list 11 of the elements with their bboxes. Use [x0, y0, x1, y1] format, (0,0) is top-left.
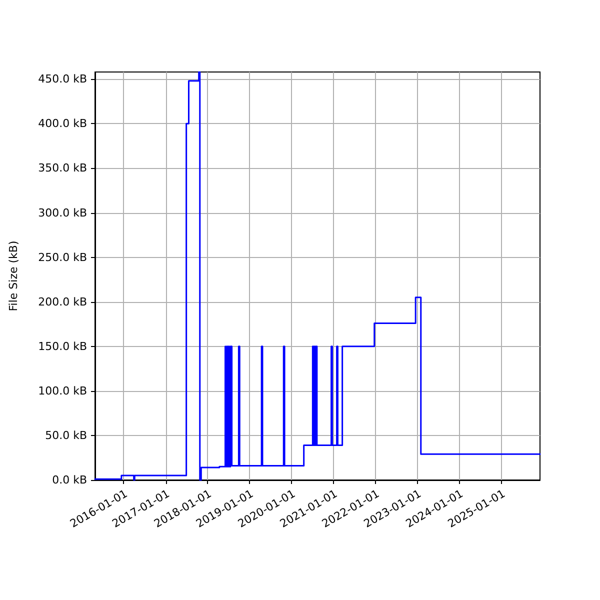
y-tick-label: 250.0 kB	[38, 250, 87, 264]
y-tick-label: 50.0 kB	[45, 428, 87, 442]
y-axis-title: File Size (kB)	[7, 240, 20, 312]
y-tick-label: 400.0 kB	[38, 117, 87, 130]
y-tick-label: 150.0 kB	[38, 340, 87, 353]
y-tick-label: 450.0 kB	[38, 72, 87, 86]
y-tick-label: 0.0 kB	[52, 474, 87, 486]
y-tick-label: 350.0 kB	[38, 162, 87, 175]
y-tick-label: 200.0 kB	[38, 295, 87, 308]
y-tick-label: 100.0 kB	[38, 384, 87, 398]
y-tick-label: 300.0 kB	[38, 206, 87, 220]
